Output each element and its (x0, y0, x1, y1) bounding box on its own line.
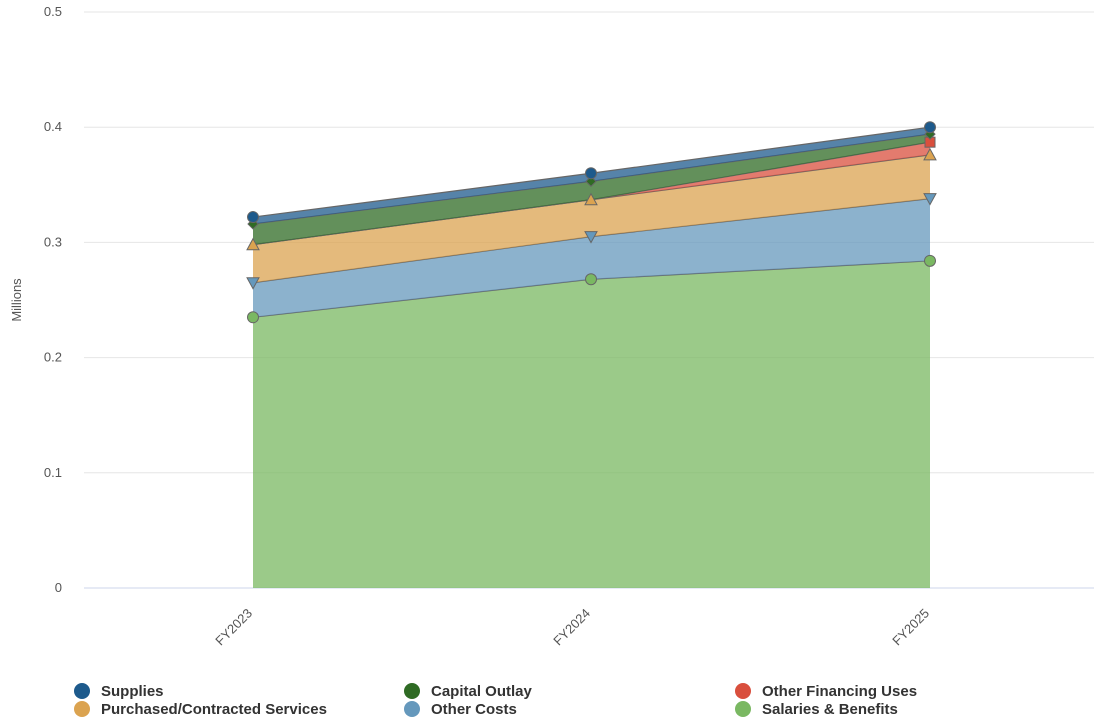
chart-legend: Supplies Capital Outlay Other Financing Us… (74, 682, 1074, 722)
stacked-area-chart: 0 0.1 0.2 0.3 0.4 0.5 FY2023 FY2024 FY2025 Mill… (9, 4, 1094, 649)
legend-item[interactable]: Other Financing Uses (735, 682, 917, 700)
x-tick-label: FY2023 (212, 606, 255, 649)
legend-label: Capital Outlay (431, 682, 532, 700)
data-point[interactable] (584, 231, 598, 244)
y-tick-label: 0.1 (44, 465, 62, 480)
data-point[interactable] (585, 167, 597, 180)
legend-item[interactable]: Other Costs (404, 700, 517, 718)
y-tick-label: 0 (55, 580, 62, 595)
data-point[interactable] (923, 193, 937, 206)
area-salaries-benefits (253, 260, 930, 588)
area-series (252, 126, 931, 588)
data-point[interactable] (584, 192, 598, 206)
y-tick-label: 0.4 (44, 119, 62, 134)
legend-item[interactable]: Capital Outlay (404, 682, 532, 700)
data-point[interactable] (585, 273, 597, 286)
y-tick-label: 0.5 (44, 4, 62, 19)
x-axis-ticks: FY2023 FY2024 FY2025 (212, 606, 932, 649)
data-point[interactable] (246, 237, 260, 251)
y-tick-label: 0.3 (44, 234, 62, 249)
legend-item[interactable]: Salaries & Benefits (735, 700, 898, 718)
legend-swatch (735, 683, 751, 699)
legend-swatch (74, 701, 90, 717)
x-tick-label: FY2025 (889, 606, 932, 649)
legend-swatch (404, 701, 420, 717)
data-point[interactable] (585, 175, 597, 188)
data-point[interactable] (247, 311, 259, 324)
x-tick-label: FY2024 (550, 606, 593, 649)
legend-item[interactable]: Supplies (74, 682, 164, 700)
legend-item[interactable]: Purchased/Contracted Services (74, 700, 327, 718)
legend-swatch (74, 683, 90, 699)
area-purchased-contracted-services (253, 154, 930, 283)
legend-label: Supplies (101, 682, 164, 700)
y-tick-label: 0.2 (44, 350, 62, 365)
legend-swatch (404, 683, 420, 699)
legend-label: Purchased/Contracted Services (101, 700, 327, 718)
data-point[interactable] (924, 254, 936, 267)
y-axis-ticks: 0 0.1 0.2 0.3 0.4 0.5 (44, 4, 62, 595)
legend-label: Other Financing Uses (762, 682, 918, 700)
area-other-costs (253, 198, 930, 318)
data-point[interactable] (924, 121, 936, 134)
area-capital-outlay (253, 134, 930, 245)
y-axis-label: Millions (9, 278, 24, 322)
data-markers (246, 121, 937, 324)
data-point[interactable] (247, 211, 259, 224)
legend-swatch (735, 701, 751, 717)
data-point[interactable] (923, 147, 937, 161)
legend-label: Other Costs (431, 700, 517, 718)
data-point[interactable] (246, 277, 260, 290)
legend-label: Salaries & Benefits (762, 700, 898, 718)
